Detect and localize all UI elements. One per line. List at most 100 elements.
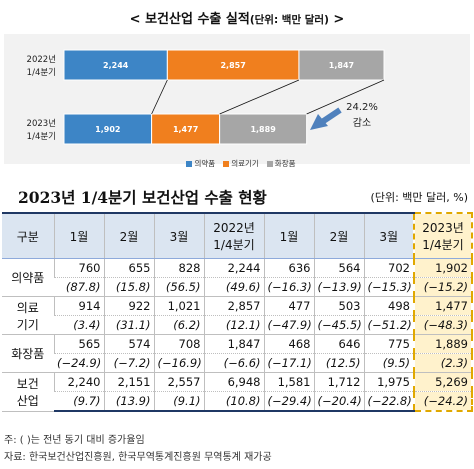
growth-cell: (15.8) xyxy=(103,277,154,297)
growth-cell: (12.1) xyxy=(203,315,264,335)
category-label: 2023년 xyxy=(27,118,56,129)
value-cell: 565 xyxy=(53,334,104,354)
growth-cell: (9.1) xyxy=(153,391,204,412)
bar-segment xyxy=(151,113,221,145)
value-cell: 646 xyxy=(313,334,364,354)
bar-data-label: 1,889 xyxy=(250,125,276,134)
value-cell: 5,269 xyxy=(413,372,473,392)
chart-title-suffix: > xyxy=(328,12,345,27)
value-cell: 564 xyxy=(313,258,364,278)
value-cell: 1,712 xyxy=(313,372,364,392)
table-title-bar: 2023년 1/4분기 보건산업 수출 현황 (단위: 백만 달러, %) xyxy=(0,186,474,210)
chart-title-main: < 보건산업 수출 실적 xyxy=(129,12,250,27)
value-cell: 708 xyxy=(153,334,204,354)
chart-legend: 의약품 의료기기 화장품 xyxy=(0,158,474,169)
value-cell: 2,151 xyxy=(103,372,154,392)
header-category: 구분 xyxy=(2,212,54,259)
column-header: 2월 xyxy=(313,212,364,259)
growth-cell: (−20.4) xyxy=(313,391,364,412)
growth-cell: (−22.8) xyxy=(363,391,414,412)
value-cell: 477 xyxy=(263,296,314,316)
growth-cell: (−45.5) xyxy=(313,315,364,335)
category-label: 1/4분기 xyxy=(27,68,56,78)
table-body: 의약품 760 655 828 2,244 636 564 702 1,902 (87.8) (15… xyxy=(2,258,473,412)
source-note: 자료: 한국보건산업진흥원, 한국무역통계진흥원 무역통계 재가공 xyxy=(4,452,272,463)
value-cell: 2,557 xyxy=(153,372,204,392)
value-cell: 2,857 xyxy=(203,296,264,316)
legend-swatch xyxy=(223,161,230,167)
column-header: 1월 xyxy=(263,212,314,259)
growth-cell: (−15.3) xyxy=(363,277,414,297)
value-cell: 775 xyxy=(363,334,414,354)
bar-segment xyxy=(166,49,300,81)
value-cell: 636 xyxy=(263,258,314,278)
column-header: 3월 xyxy=(363,212,414,259)
growth-cell: (−47.9) xyxy=(263,315,314,335)
value-cell: 914 xyxy=(53,296,104,316)
row-label: 보건 산업 xyxy=(2,372,54,412)
growth-cell: (10.8) xyxy=(203,391,264,412)
footnote: 주: ( )는 전년 동기 대비 증가율임 xyxy=(4,435,145,446)
growth-cell: (87.8) xyxy=(54,277,104,297)
table-row: 의약품 760 655 828 2,244 636 564 702 1,902 xyxy=(2,258,473,297)
growth-cell: (−17.1) xyxy=(263,353,314,373)
bar-data-label: 1,477 xyxy=(173,125,198,134)
table-row: 보건 산업 2,240 2,151 2,557 6,948 1,581 1,712 1,975 5… xyxy=(2,372,473,412)
value-cell: 922 xyxy=(103,296,154,316)
value-cell: 574 xyxy=(103,334,154,354)
table-row-growth: (87.8) (15.8) (56.5) (49.6) (−16.3) (−13.9) (−… xyxy=(2,277,473,297)
table-row-growth: (3.4) (31.1) (6.2) (12.1) (−47.9) (−45.5) (−51… xyxy=(2,315,473,335)
table-unit: (단위: 백만 달러, %) xyxy=(370,191,468,204)
legend-label: 의약품 xyxy=(194,159,216,168)
value-cell: 2,240 xyxy=(53,372,104,392)
legend-swatch xyxy=(186,161,193,167)
column-header: 2월 xyxy=(103,212,154,259)
growth-cell: (−24.2) xyxy=(413,391,473,412)
connector-line xyxy=(306,79,385,115)
value-cell: 760 xyxy=(53,258,104,278)
growth-cell: (−6.6) xyxy=(203,353,264,373)
growth-cell: (13.9) xyxy=(103,391,154,412)
value-cell: 1,581 xyxy=(263,372,314,392)
export-table: 구분 1월 2월 3월 2022년 1/4분기 1월 2월 3월 2023년 1/4분기 의약품 76… xyxy=(2,212,473,412)
legend-label: 화장품 xyxy=(274,159,296,168)
value-cell: 655 xyxy=(103,258,154,278)
decrease-arrow-icon xyxy=(310,114,328,130)
growth-cell: (−29.4) xyxy=(263,391,314,412)
growth-cell: (−16.3) xyxy=(263,277,314,297)
value-cell: 702 xyxy=(363,258,414,278)
bar-segment xyxy=(298,49,385,81)
row-label: 의료 기기 xyxy=(2,296,54,335)
table-title: 2023년 1/4분기 보건산업 수출 현황 xyxy=(18,188,267,207)
chart-title-unit: (단위: 백만 달러) xyxy=(249,14,329,26)
value-cell: 1,021 xyxy=(153,296,204,316)
bar-data-label: 1,902 xyxy=(95,125,120,134)
growth-cell: (49.6) xyxy=(203,277,264,297)
row-label: 화장품 xyxy=(2,334,54,373)
bar-data-label: 2,857 xyxy=(220,61,245,70)
table-row-growth: (−24.9) (−7.2) (−16.9) (−6.6) (−17.1) (12.5)(… xyxy=(2,353,473,373)
table-row: 의료 기기 914 922 1,021 2,857 477 503 498 1,477 xyxy=(2,296,473,335)
bar-segment xyxy=(63,49,168,81)
stacked-bar-chart: 2022년 1/4분기 2,244 2,857 1,847 2023년 1/4분기 1,902… xyxy=(27,49,385,145)
growth-cell: (9.5) xyxy=(363,353,414,373)
connector-line xyxy=(219,79,300,115)
legend-swatch xyxy=(266,161,273,167)
value-cell: 1,847 xyxy=(203,334,264,354)
header-row: 구분 1월 2월 3월 2022년 1/4분기 1월 2월 3월 2023년 1/4분기 xyxy=(2,212,473,259)
growth-cell: (−16.9) xyxy=(153,353,204,373)
value-cell: 828 xyxy=(153,258,204,278)
growth-cell: (31.1) xyxy=(103,315,154,335)
growth-cell: (−24.9) xyxy=(54,353,104,373)
connector-line xyxy=(151,79,168,115)
table-header: 구분 1월 2월 3월 2022년 1/4분기 1월 2월 3월 2023년 1/4분기 xyxy=(2,212,473,259)
value-cell: 468 xyxy=(263,334,314,354)
growth-cell: (9.7) xyxy=(54,391,104,412)
growth-cell: (56.5) xyxy=(153,277,204,297)
chart-panel: 2022년 1/4분기 2,244 2,857 1,847 2023년 1/4분기 1,902… xyxy=(4,34,470,164)
annotation-text: 감소 xyxy=(353,117,371,129)
growth-cell: (−51.2) xyxy=(363,315,414,335)
value-cell: 1,889 xyxy=(413,334,473,354)
decrease-arrow-shaft xyxy=(320,107,342,125)
row-label: 의약품 xyxy=(2,258,54,297)
